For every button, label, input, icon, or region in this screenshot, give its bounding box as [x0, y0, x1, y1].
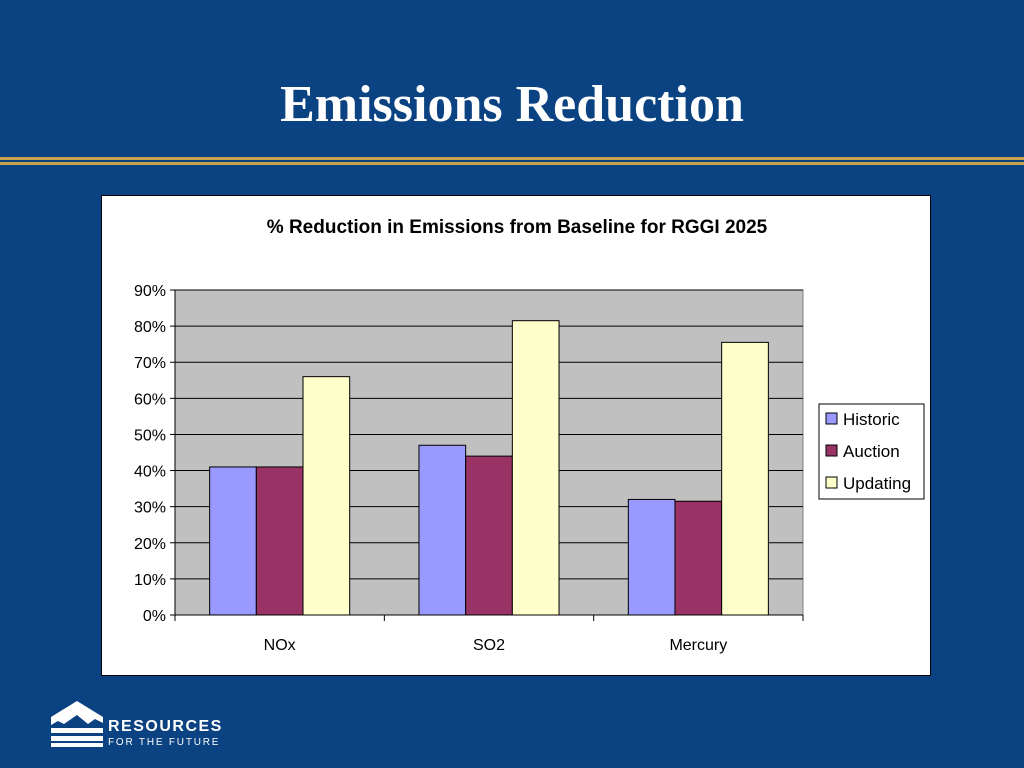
legend-label-historic: Historic [843, 410, 900, 429]
bar-historic-nox [209, 466, 257, 616]
y-tick-label: 0% [143, 608, 166, 625]
logo-text-resources: RESOURCES [108, 718, 223, 735]
title-divider-gap [0, 160, 1024, 162]
title-divider-bottom [0, 162, 1024, 165]
bar-chart: % Reduction in Emissions from Baseline f… [134, 217, 925, 654]
y-tick-label: 90% [134, 283, 166, 300]
slide-title: Emissions Reduction [280, 76, 744, 133]
legend-swatch-auction [825, 444, 838, 457]
y-tick-label: 70% [134, 355, 166, 372]
chart-title: % Reduction in Emissions from Baseline f… [267, 217, 768, 238]
y-tick-label: 60% [134, 391, 166, 408]
legend-label-auction: Auction [843, 442, 900, 461]
y-tick-label: 40% [134, 464, 166, 481]
y-tick-label: 20% [134, 536, 166, 553]
x-tick-label: NOx [264, 637, 296, 654]
legend-swatch-updating [825, 476, 838, 489]
x-tick-label: Mercury [669, 637, 727, 654]
legend-swatch-historic [825, 412, 838, 425]
chart-panel: % Reduction in Emissions from Baseline f… [101, 195, 931, 676]
y-tick-label: 80% [134, 319, 166, 336]
title-divider-top [0, 157, 1024, 160]
y-tick-label: 30% [134, 500, 166, 517]
bar-historic-so2 [418, 444, 467, 616]
mountain-logo-icon [51, 701, 103, 747]
bar-historic-mercury [627, 498, 676, 616]
legend-label-updating: Updating [843, 474, 911, 493]
bar-updating-so2 [511, 320, 560, 616]
resources-for-the-future-logo: RESOURCES FOR THE FUTURE [50, 697, 250, 749]
bar-updating-nox [302, 376, 351, 616]
logo-text-tagline: FOR THE FUTURE [108, 737, 221, 748]
bar-auction-so2 [465, 455, 513, 616]
y-tick-label: 50% [134, 427, 166, 444]
x-tick-label: SO2 [473, 637, 505, 654]
bar-auction-nox [255, 466, 304, 616]
bar-auction-mercury [674, 500, 723, 616]
y-tick-label: 10% [134, 572, 166, 589]
bar-updating-mercury [721, 341, 769, 616]
